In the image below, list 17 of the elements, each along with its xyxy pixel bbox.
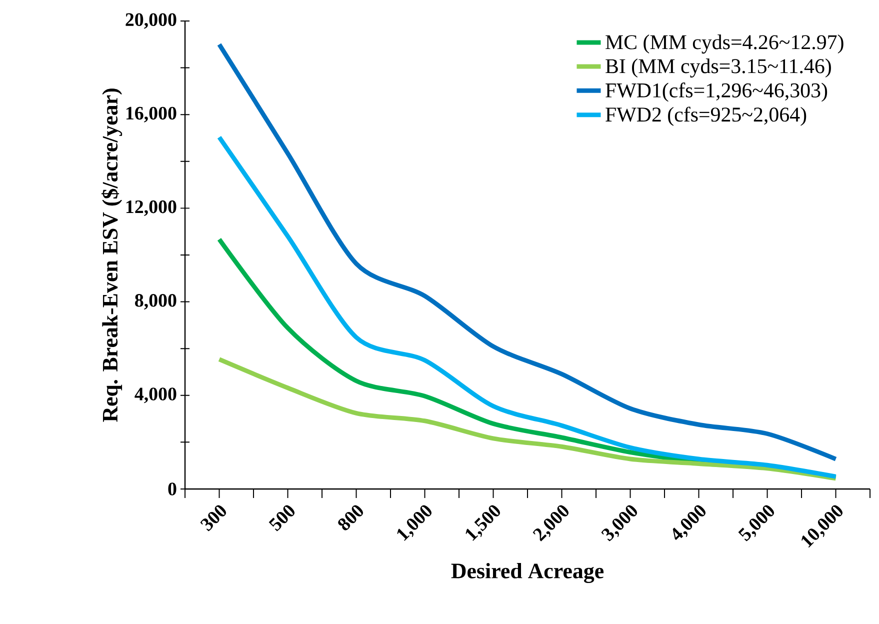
legend-label: BI (MM cyds=3.15~11.46) [606, 58, 831, 78]
y-tick-label: 16,000 [126, 106, 176, 122]
x-tick-label: 800 [338, 505, 364, 530]
legend-label: MC (MM cyds=4.26~12.97) [606, 34, 844, 54]
x-tick-label: 300 [200, 505, 226, 532]
legend-label: FWD1(cfs=1,296~46,303) [606, 82, 828, 102]
x-axis-title: Desired Acreage [451, 562, 604, 584]
y-tick-label: 0 [168, 482, 176, 496]
y-tick-label: 4,000 [134, 388, 176, 404]
y-tick-label: 8,000 [135, 294, 176, 310]
legend-label: FWD2 (cfs=925~2,064) [606, 106, 806, 126]
y-tick-label: 20,000 [126, 13, 176, 29]
y-tick-label: 12,000 [126, 200, 176, 216]
line-series [217, 357, 838, 481]
line-series [217, 135, 838, 479]
y-axis-title: Req. Break-Even ESV ($/acre/year) [101, 88, 122, 422]
x-tick-label: 500 [268, 505, 294, 532]
